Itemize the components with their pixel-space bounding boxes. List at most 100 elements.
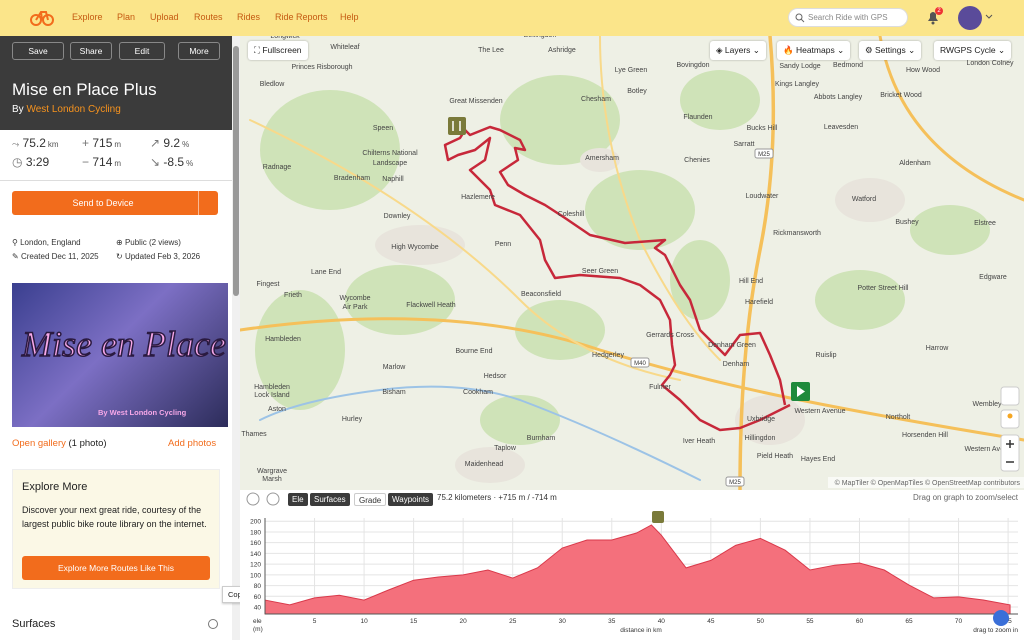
place-label: Western Avenue bbox=[794, 408, 845, 415]
avatar[interactable] bbox=[958, 6, 982, 30]
x-tick-label: 25 bbox=[509, 618, 517, 625]
place-labels: Whiteleaf The Lee Ashridge Princes Risborou… bbox=[241, 36, 1016, 487]
elevation-tab[interactable]: Surfaces bbox=[310, 493, 350, 506]
place-label: Northolt bbox=[886, 414, 911, 421]
share-button[interactable]: Share bbox=[70, 42, 112, 60]
image-credit: By West London Cycling bbox=[98, 408, 187, 417]
place-label: Whiteleaf bbox=[330, 44, 359, 51]
fullscreen-button[interactable]: ⛶ Fullscreen bbox=[248, 41, 308, 60]
label: Heatmaps bbox=[795, 45, 835, 55]
unit: % bbox=[186, 159, 194, 168]
waypoint-marker[interactable] bbox=[652, 511, 664, 523]
route-line[interactable] bbox=[443, 125, 791, 432]
elevation-tab[interactable]: Grade bbox=[354, 493, 387, 506]
value: -8.5 bbox=[163, 155, 185, 169]
nav-item[interactable]: Plan bbox=[117, 12, 136, 22]
place-label: Bushey bbox=[895, 219, 919, 226]
x-label: distance in km bbox=[620, 627, 662, 634]
top-nav: Explore Plan Upload Routes Rides Ride Reports… bbox=[0, 0, 1024, 36]
place-label: Princes Risborough bbox=[291, 64, 352, 71]
place-label: How Wood bbox=[906, 67, 940, 74]
open-gallery[interactable]: Open gallery bbox=[12, 438, 66, 449]
info-icon[interactable] bbox=[208, 619, 218, 629]
gallery-row: Open gallery (1 photo) bbox=[12, 438, 107, 449]
gallery-image[interactable]: Mise en Place By West London Cycling bbox=[12, 283, 228, 427]
place-label: Hayes End bbox=[801, 456, 835, 463]
visibility-text: Public (2 views) bbox=[124, 238, 181, 247]
elevation-tab[interactable]: Waypoints bbox=[388, 493, 434, 506]
unit: % bbox=[182, 140, 190, 149]
collapse-up[interactable] bbox=[246, 492, 260, 506]
add-photos[interactable]: Add photos bbox=[168, 438, 217, 449]
search-box[interactable]: Search Ride with GPS bbox=[788, 8, 908, 27]
y-tick-label: 60 bbox=[254, 594, 262, 601]
value: 3:29 bbox=[25, 155, 50, 169]
nav-item[interactable]: Routes bbox=[194, 12, 223, 22]
place-label: Sarratt bbox=[733, 141, 754, 148]
nav-item[interactable]: Upload bbox=[150, 12, 179, 22]
y-tick-label: 200 bbox=[250, 519, 261, 526]
collapse-down[interactable] bbox=[266, 492, 280, 506]
summary: 75.2 kilometers · +715 m / -714 m bbox=[437, 493, 557, 502]
road-label: M40 bbox=[634, 361, 646, 367]
save-button[interactable]: Save bbox=[12, 42, 64, 60]
place-label: Marlow bbox=[383, 364, 407, 371]
x-tick-label: 55 bbox=[806, 618, 814, 625]
map[interactable]: Whiteleaf The Lee Ashridge Princes Risborou… bbox=[240, 36, 1024, 490]
place-label: Horsenden Hill bbox=[902, 432, 948, 439]
send-label: Send to Device bbox=[72, 198, 134, 208]
place-label: Potter Street Hill bbox=[858, 285, 909, 292]
search-placeholder: Search Ride with GPS bbox=[808, 13, 888, 22]
place-label: Harrow bbox=[926, 345, 950, 352]
zoom-icons bbox=[1006, 440, 1014, 463]
place-label: Aldenham bbox=[899, 160, 931, 167]
notifications[interactable] bbox=[925, 9, 941, 25]
place-label: Downley bbox=[384, 213, 411, 220]
location-text: London, England bbox=[20, 238, 81, 247]
edit-button[interactable]: Edit bbox=[119, 42, 165, 60]
terrain-button[interactable] bbox=[1000, 386, 1020, 406]
explore-button[interactable]: Explore More Routes Like This bbox=[22, 556, 210, 580]
send-to-device[interactable]: Send to Device bbox=[12, 191, 218, 215]
place-label: Taplow bbox=[494, 445, 517, 452]
y-tick-label: 120 bbox=[250, 562, 261, 569]
nav-item[interactable]: Rides bbox=[237, 12, 261, 22]
place-label: Hedsor bbox=[484, 373, 507, 380]
explore-text: Discover your next great ride, courtesy … bbox=[22, 505, 207, 529]
place-label: Bourne End bbox=[456, 348, 493, 355]
place-label: Sandy Lodge bbox=[779, 63, 820, 70]
nav-item[interactable]: Explore bbox=[72, 12, 103, 22]
style-button[interactable]: RWGPS Cycle ⌄ bbox=[934, 41, 1012, 60]
place-label: Bledlow bbox=[260, 81, 285, 88]
food-waypoint[interactable] bbox=[448, 117, 466, 135]
towns bbox=[375, 148, 905, 483]
scroll-thumb[interactable] bbox=[233, 46, 239, 296]
explore-title: Explore More bbox=[22, 481, 88, 493]
place-label: Botley bbox=[627, 88, 647, 95]
x-tick-label: 5 bbox=[313, 618, 317, 625]
gain-stat: + 715 m bbox=[82, 136, 122, 150]
logo bbox=[30, 11, 54, 26]
nav-item[interactable]: Help bbox=[340, 12, 359, 22]
more-button[interactable]: More bbox=[178, 42, 220, 60]
place-label: Cookham bbox=[463, 389, 493, 396]
place-label: Chilterns National bbox=[362, 150, 418, 157]
place-label: Iver Heath bbox=[683, 438, 715, 445]
club-link[interactable]: West London Cycling bbox=[26, 104, 121, 115]
attribution-bg bbox=[828, 477, 1024, 488]
place-label: Hurley bbox=[342, 416, 363, 423]
elevation-tab[interactable]: Ele bbox=[288, 493, 308, 506]
nav-item[interactable]: Ride Reports bbox=[275, 12, 328, 22]
help-button[interactable] bbox=[993, 610, 1009, 626]
place-label: Longwick bbox=[270, 36, 300, 40]
settings-button[interactable]: ⚙ Settings ⌄ bbox=[859, 41, 922, 60]
heatmaps-button[interactable]: 🔥 Heatmaps ⌄ bbox=[777, 41, 851, 60]
pegman bbox=[1007, 413, 1013, 419]
place-label: Elstree bbox=[974, 220, 996, 227]
streetview-button[interactable] bbox=[1000, 409, 1020, 429]
avatar-caret bbox=[985, 14, 993, 19]
zoom-controls[interactable] bbox=[1000, 434, 1020, 472]
search-icon bbox=[795, 13, 805, 23]
layers-button[interactable]: ◈ Layers ⌄ bbox=[710, 41, 766, 60]
